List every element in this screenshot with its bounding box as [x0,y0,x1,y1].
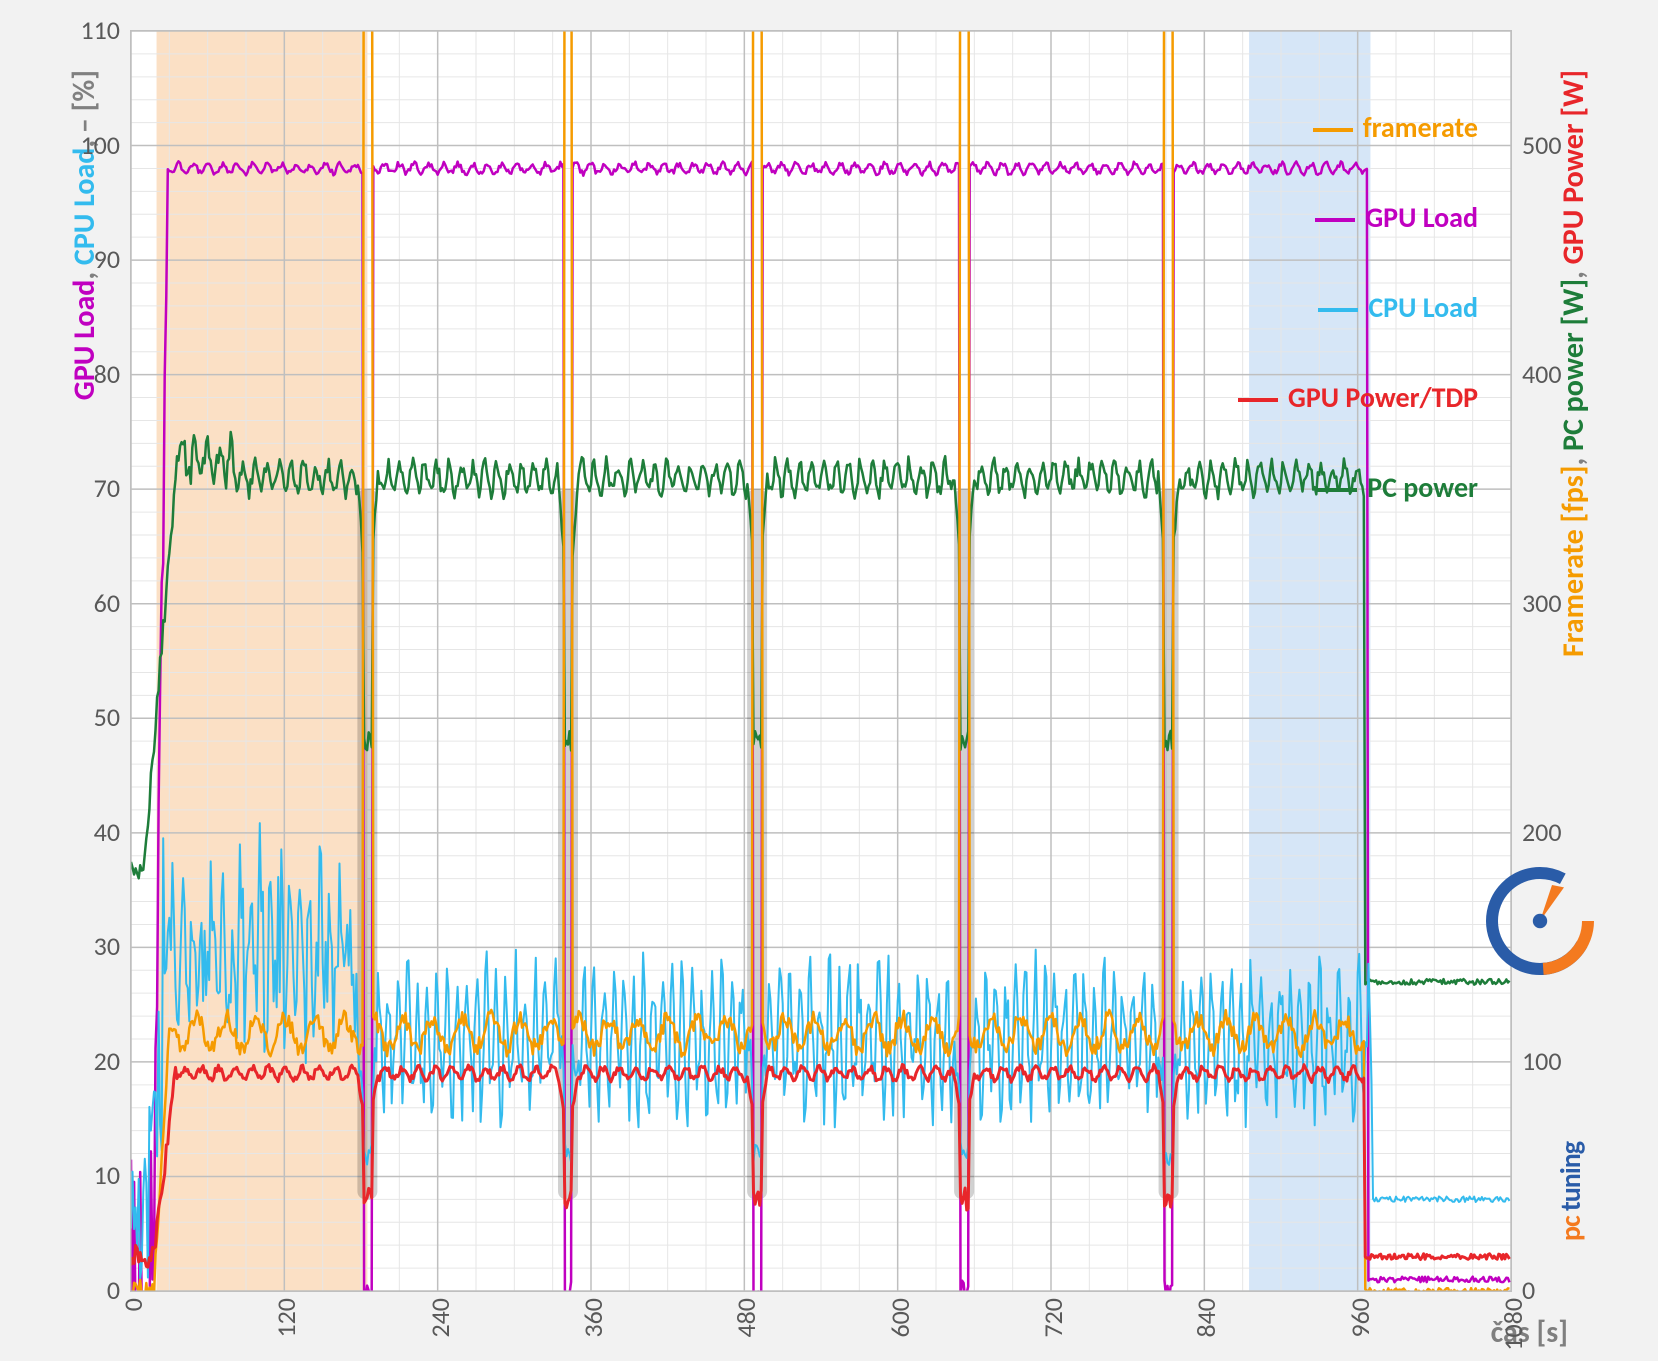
legend-item: GPU Power/TDP [1238,380,1478,415]
y-right-tick: 500 [1522,129,1562,161]
watermark-clock-icon [1480,861,1600,981]
y-left-tick: 20 [94,1045,120,1077]
y-left-tick: 50 [94,701,120,733]
legend-swatch [1318,308,1358,312]
plot-svg [131,31,1511,1291]
y-left-tick: 100 [80,129,120,161]
y-right-tick: 200 [1522,816,1562,848]
y-left-tick: 80 [94,358,120,390]
y-left-tick: 40 [94,816,120,848]
legend-label: framerate [1363,110,1478,145]
legend-swatch [1315,218,1355,222]
legend-swatch [1238,398,1278,402]
watermark: pc tuning [1553,1142,1588,1241]
y-left-tick: 110 [80,14,120,46]
x-tick: 360 [577,1298,609,1338]
legend-label: GPU Load [1365,200,1478,235]
chart-container: Souhrn GPU Load, CPU Load, – [%] Framera… [0,0,1658,1361]
y-left-tick: 60 [94,587,120,619]
x-tick: 1080 [1497,1298,1529,1351]
legend-label: PC power [1367,470,1478,505]
legend-item: CPU Load [1318,290,1478,325]
x-tick: 120 [270,1298,302,1338]
legend-item: GPU Load [1315,200,1478,235]
y-right-tick: 100 [1522,1045,1562,1077]
left-y-axis-label: GPU Load, CPU Load, – [%] [66,70,103,400]
y-left-tick: 70 [94,472,120,504]
legend-label: GPU Power/TDP [1288,380,1478,415]
x-tick: 720 [1037,1298,1069,1338]
y-left-tick: 30 [94,930,120,962]
legend-swatch [1317,488,1357,492]
x-tick: 840 [1190,1298,1222,1338]
x-tick: 240 [424,1298,456,1338]
y-left-tick: 90 [94,243,120,275]
y-right-tick: 400 [1522,358,1562,390]
x-tick: 960 [1344,1298,1376,1338]
legend-item: PC power [1317,470,1478,505]
plot-area [130,30,1512,1292]
y-right-tick: 300 [1522,587,1562,619]
x-tick: 600 [884,1298,916,1338]
legend-label: CPU Load [1368,290,1478,325]
legend-swatch [1313,128,1353,132]
x-tick: 480 [730,1298,762,1338]
x-tick: 0 [117,1298,149,1311]
y-left-tick: 10 [94,1159,120,1191]
legend-item: framerate [1313,110,1478,145]
